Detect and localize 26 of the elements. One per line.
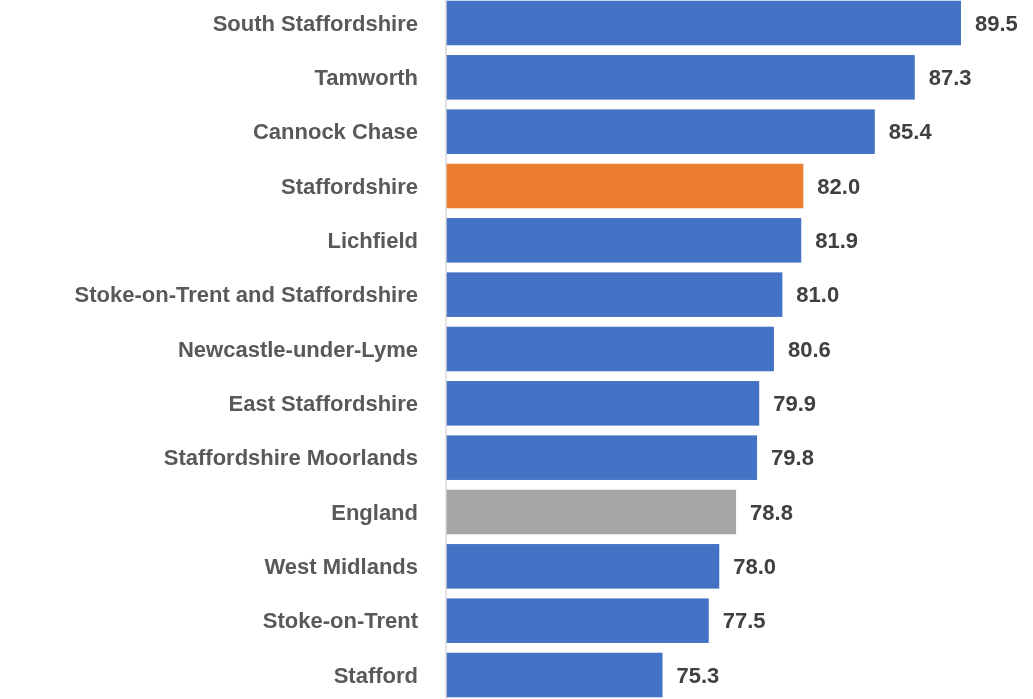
data-label: 79.8 [771,445,814,471]
data-label: 75.3 [676,662,720,688]
y-tick-label: Stoke-on-Trent [262,608,419,634]
y-tick-label: Cannock Chase [252,119,418,145]
data-label: 80.6 [787,336,831,362]
y-tick-label: England [331,499,418,525]
y-tick-label: Staffordshire Moorlands [163,445,418,471]
data-label: 85.4 [888,119,933,145]
data-label: 82.0 [817,173,861,199]
y-tick-label: Lichfield [327,228,418,254]
y-tick-label: West Midlands [264,554,418,580]
y-tick-label: Stoke-on-Trent and Staffordshire [74,282,418,308]
y-tick-label: South Staffordshire [212,10,418,36]
y-tick-label: Tamworth [314,65,418,91]
data-label: 78.8 [750,499,793,525]
y-tick-label: East Staffordshire [228,391,418,417]
data-label: 81.0 [796,282,840,308]
y-tick-label: Stafford [333,662,418,688]
data-label: 77.5 [722,608,766,634]
data-label: 87.3 [928,65,972,91]
data-label: 89.5 [975,10,1018,36]
y-tick-label: Staffordshire [281,173,418,199]
y-tick-label: Newcastle-under-Lyme [177,336,418,362]
data-label: 81.9 [815,228,859,254]
data-label: 79.9 [773,391,817,417]
data-label: 78.0 [733,554,777,580]
